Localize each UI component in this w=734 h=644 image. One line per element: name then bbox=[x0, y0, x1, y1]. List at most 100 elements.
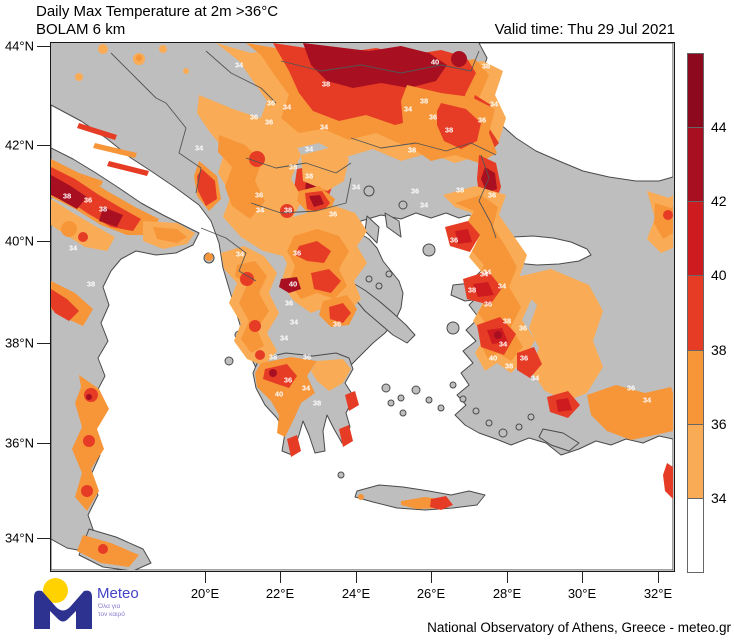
contour-label: 38 bbox=[321, 79, 331, 89]
lat-tick-label: 38°N bbox=[4, 335, 34, 351]
logo-tagline-line2: τον καιρό bbox=[98, 611, 125, 618]
contour-labels-layer: 34 36 34 38 36 36 34 34 34 38 38 36 34 38 36 34 38 36 38 34… bbox=[51, 43, 676, 573]
meteo-logo: Meteo Όλα για τον καιρό bbox=[30, 575, 180, 635]
contour-label: 40 bbox=[288, 279, 298, 289]
contour-label: 36 bbox=[302, 352, 312, 362]
contour-label: 36 bbox=[283, 375, 293, 385]
contour-label: 34 bbox=[419, 200, 429, 210]
contour-label: 34 bbox=[497, 281, 507, 291]
contour-label: 38 bbox=[419, 96, 429, 106]
contour-label: 36 bbox=[428, 112, 438, 122]
colorbar-segment->44 bbox=[687, 53, 704, 129]
contour-label: 34 bbox=[351, 182, 361, 192]
contour-label: 34 bbox=[304, 144, 314, 154]
colorbar-tick-label: 42 bbox=[711, 193, 727, 210]
lon-tick bbox=[582, 572, 583, 583]
contour-label: 34 bbox=[68, 243, 78, 253]
lat-tick-label: 40°N bbox=[4, 233, 34, 249]
colorbar-tick-label: 44 bbox=[711, 119, 727, 136]
lat-tick bbox=[37, 145, 50, 146]
contour-label: 34 bbox=[642, 395, 652, 405]
contour-label: 36 bbox=[208, 246, 218, 256]
contour-label: 38 bbox=[86, 279, 96, 289]
lat-tick bbox=[37, 538, 50, 539]
contour-label: 34 bbox=[479, 269, 489, 279]
lat-tick-label: 34°N bbox=[4, 530, 34, 546]
contour-label: 38 bbox=[283, 205, 293, 215]
contour-label: 36 bbox=[332, 319, 342, 329]
contour-label: 34 bbox=[234, 60, 244, 70]
contour-label: 40 bbox=[430, 57, 440, 67]
lat-tick bbox=[37, 46, 50, 47]
colorbar-segment-<34 bbox=[687, 497, 704, 573]
contour-label: 34 bbox=[301, 383, 311, 393]
lon-tick bbox=[205, 572, 206, 583]
contour-label: 38 bbox=[268, 352, 278, 362]
contour-label: 34 bbox=[279, 333, 289, 343]
contour-label: 36 bbox=[483, 299, 493, 309]
contour-label: 34 bbox=[319, 122, 329, 132]
contour-label: 36 bbox=[449, 235, 459, 245]
lon-tick-label: 20°E bbox=[190, 586, 220, 601]
colorbar-tick-label: 34 bbox=[711, 489, 727, 506]
contour-label: 38 bbox=[455, 185, 465, 195]
country-borders bbox=[110, 50, 497, 282]
colorbar-segment-42-44 bbox=[687, 127, 704, 203]
contour-label: 36 bbox=[487, 190, 497, 200]
contour-label: 36 bbox=[83, 195, 93, 205]
contour-label: 36 bbox=[254, 190, 264, 200]
lon-tick bbox=[280, 572, 281, 583]
contour-label: 38 bbox=[502, 316, 512, 326]
contour-label: 34 bbox=[289, 317, 299, 327]
contour-label: 34 bbox=[482, 267, 492, 277]
model-subtitle: BOLAM 6 km bbox=[36, 21, 126, 38]
colorbar-segment-40-42 bbox=[687, 201, 704, 277]
contour-label: 36 bbox=[410, 186, 420, 196]
contour-label: 38 bbox=[444, 125, 454, 135]
lon-tick bbox=[356, 572, 357, 583]
colorbar-segment-38-40 bbox=[687, 275, 704, 351]
lat-tick bbox=[37, 241, 50, 242]
lon-tick bbox=[507, 572, 508, 583]
lon-tick-label: 22°E bbox=[265, 586, 295, 601]
colorbar-tick-label: 36 bbox=[711, 415, 727, 432]
lat-tick-label: 44°N bbox=[4, 38, 34, 54]
contour-label: 38 bbox=[312, 398, 322, 408]
colorbar-tick-label: 38 bbox=[711, 341, 727, 358]
forecast-map: 34 36 34 38 36 36 34 34 34 38 38 36 34 38 36 34 38 36 38 34… bbox=[50, 42, 675, 572]
contour-label: 38 bbox=[407, 145, 417, 155]
contour-label: 34 bbox=[282, 102, 292, 112]
lat-tick bbox=[37, 343, 50, 344]
lat-tick-label: 42°N bbox=[4, 137, 34, 153]
contour-label: 36 bbox=[519, 353, 529, 363]
contour-label: 40 bbox=[488, 353, 498, 363]
contour-label: 38 bbox=[504, 361, 514, 371]
contour-label: 38 bbox=[304, 171, 314, 181]
lon-tick bbox=[658, 572, 659, 583]
contour-label: 34 bbox=[489, 99, 499, 109]
contour-label: 38 bbox=[467, 285, 477, 295]
colorbar-segment-34-36 bbox=[687, 423, 704, 499]
lon-tick-label: 30°E bbox=[567, 586, 597, 601]
contour-label: 36 bbox=[328, 209, 338, 219]
lon-tick-label: 32°E bbox=[643, 586, 673, 601]
colorbar-tick-label: 40 bbox=[711, 267, 727, 284]
colorbar-segment-36-38 bbox=[687, 349, 704, 425]
lon-tick-label: 24°E bbox=[341, 586, 371, 601]
contour-label: 34 bbox=[498, 339, 508, 349]
temperature-blobs bbox=[51, 43, 673, 567]
lon-tick-label: 28°E bbox=[492, 586, 522, 601]
lat-tick-label: 36°N bbox=[4, 435, 34, 451]
contour-label: 36 bbox=[626, 383, 636, 393]
contour-label: 36 bbox=[264, 117, 274, 127]
contour-label: 34 bbox=[255, 205, 265, 215]
colorbar bbox=[687, 53, 704, 573]
contour-label: 38 bbox=[288, 162, 298, 172]
lat-tick bbox=[37, 443, 50, 444]
contour-label: 36 bbox=[266, 98, 276, 108]
contour-label: 40 bbox=[274, 389, 284, 399]
contour-label: 38 bbox=[481, 61, 491, 71]
contour-label: 36 bbox=[292, 248, 302, 258]
lon-tick-label: 26°E bbox=[416, 586, 446, 601]
valid-time: Valid time: Thu 29 Jul 2021 bbox=[494, 21, 675, 38]
